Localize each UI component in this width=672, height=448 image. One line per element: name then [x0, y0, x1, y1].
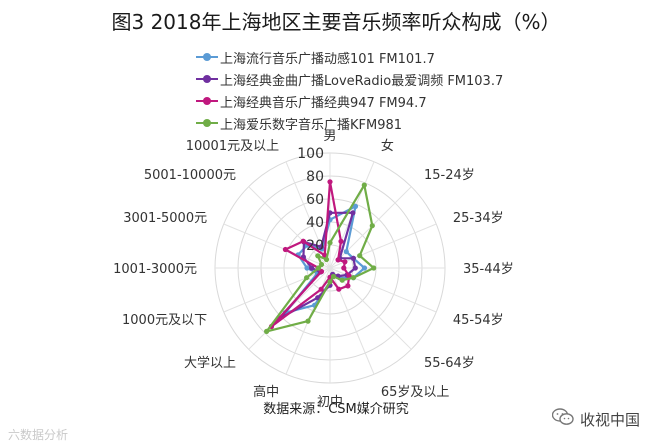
legend-item-2: 上海经典金曲广播LoveRadio最爱调频 FM103.7 — [196, 68, 503, 90]
legend-swatch — [196, 72, 218, 86]
watermark-right: 收视中国 — [551, 408, 641, 430]
chart-title: 图3 2018年上海地区主要音乐频率听众构成（%） — [111, 10, 561, 34]
series-point-3 — [327, 179, 333, 185]
series-point-4 — [315, 265, 322, 271]
category-label: 高中 — [253, 384, 279, 400]
series-point-4 — [315, 253, 321, 259]
radar-tick-labels: 20 40 60 80 100 — [297, 146, 324, 254]
series-point-3 — [300, 238, 306, 244]
series-point-3 — [338, 238, 344, 244]
series-point-4 — [318, 261, 325, 268]
series-point-4 — [350, 275, 356, 281]
wechat-icon — [551, 408, 574, 430]
radar-category-labels: 男女 15-24岁 25-34岁 35-44岁 45-54岁 55-64岁 65岁及以上初中… — [113, 129, 514, 410]
series-point-3 — [318, 268, 325, 275]
series-point-4 — [369, 223, 375, 229]
series-point-4 — [339, 277, 345, 283]
legend-swatch — [196, 116, 218, 130]
series-point-3 — [345, 283, 351, 289]
category-label: 35-44岁 — [463, 262, 514, 277]
tick-label: 40 — [306, 215, 324, 231]
category-label: 45-54岁 — [453, 313, 504, 328]
series-point-4 — [357, 253, 363, 259]
series-point-4 — [330, 273, 337, 280]
series-point-4 — [361, 182, 367, 188]
series-point-3 — [318, 286, 324, 292]
tick-label: 20 — [306, 238, 324, 254]
series-point-3 — [336, 286, 342, 292]
series-point-2 — [309, 265, 315, 271]
series-point-2 — [350, 255, 356, 261]
source-note: 数据来源：CSM媒介研究 — [263, 402, 409, 417]
legend-swatch — [196, 50, 218, 64]
series-point-2 — [352, 265, 358, 271]
series-point-3 — [346, 273, 352, 279]
category-label: 大学以上 — [184, 355, 236, 371]
tick-label: 80 — [306, 169, 324, 185]
series-point-1 — [304, 265, 310, 271]
grid-spoke — [223, 223, 331, 269]
series-point-1 — [361, 265, 368, 271]
category-label: 10001元及以上 — [186, 139, 279, 154]
category-label: 初中 — [317, 395, 343, 410]
series-point-2 — [315, 295, 321, 301]
chart-legend: 上海流行音乐广播动感101 FM101.7 上海经典金曲广播LoveRadio最爱… — [196, 46, 503, 134]
category-label: 65岁及以上 — [381, 385, 450, 400]
radar-series — [264, 179, 377, 334]
category-label: 5001-10000元 — [144, 168, 236, 183]
series-point-3 — [342, 259, 348, 265]
category-label: 女 — [381, 138, 394, 154]
series-point-2 — [350, 210, 356, 216]
category-label: 55-64岁 — [424, 356, 475, 371]
legend-swatch — [196, 94, 218, 108]
category-label: 男 — [323, 129, 336, 144]
legend-label: 上海经典音乐广播经典947 FM94.7 — [220, 95, 427, 111]
series-point-1 — [352, 203, 359, 209]
category-label: 25-34岁 — [453, 211, 504, 226]
series-point-3 — [335, 257, 341, 263]
legend-item-3: 上海经典音乐广播经典947 FM94.7 — [196, 90, 503, 112]
tick-label: 60 — [306, 192, 324, 208]
series-point-4 — [327, 279, 333, 285]
watermark-right-label: 收视中国 — [580, 410, 641, 429]
series-point-4 — [304, 275, 310, 281]
series-point-4 — [327, 240, 333, 246]
category-label: 15-24岁 — [424, 168, 475, 183]
legend-label: 上海流行音乐广播动感101 FM101.7 — [220, 51, 435, 67]
legend-label: 上海爱乐数字音乐广播KFM981 — [220, 117, 403, 133]
series-point-3 — [282, 246, 288, 253]
series-point-1 — [343, 249, 349, 255]
legend-label: 上海经典金曲广播LoveRadio最爱调频 FM103.7 — [220, 73, 504, 89]
watermark-left: 六数据分析 — [8, 428, 69, 442]
series-point-3 — [341, 265, 347, 271]
category-label: 1001-3000元 — [113, 262, 197, 277]
tick-label: 100 — [297, 146, 324, 162]
grid-spoke — [223, 267, 331, 313]
series-point-4 — [371, 265, 377, 271]
series-point-4 — [305, 318, 311, 324]
series-point-4 — [264, 328, 270, 334]
legend-item-4: 上海爱乐数字音乐广播KFM981 — [196, 112, 503, 134]
category-label: 1000元及以下 — [122, 313, 207, 328]
grid-spoke — [329, 223, 437, 269]
series-point-2 — [318, 244, 324, 250]
series-point-4 — [323, 256, 330, 263]
legend-item-1: 上海流行音乐广播动感101 FM101.7 — [196, 46, 503, 68]
category-label: 3001-5000元 — [123, 211, 207, 226]
